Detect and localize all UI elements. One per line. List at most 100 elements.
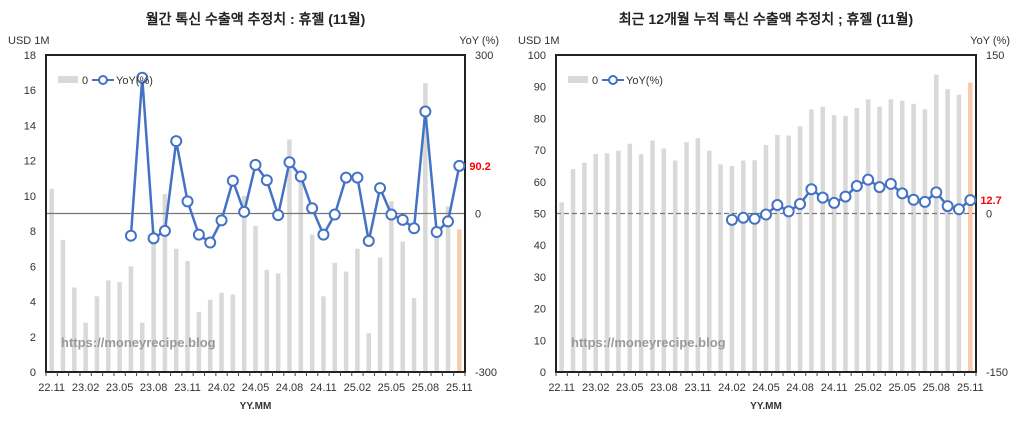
bar (275, 273, 281, 372)
right-tick-label: -300 (475, 367, 497, 379)
left-tick-label: 50 (534, 209, 546, 221)
yoy-marker (272, 209, 285, 222)
yoy-marker (158, 224, 171, 237)
left-tick-label: 20 (534, 304, 546, 316)
left-axis-label: USD 1M (8, 35, 50, 47)
left-tick-label: 10 (24, 191, 36, 203)
x-tick-label: 23.05 (616, 382, 644, 394)
bar (570, 169, 576, 372)
yoy-marker (873, 181, 886, 194)
bar (49, 188, 54, 372)
yoy-marker (748, 212, 761, 225)
bar (241, 195, 247, 372)
left-tick-label: 30 (534, 272, 546, 284)
yoy-marker (760, 208, 772, 221)
x-tick-label: 25.05 (378, 382, 406, 394)
bar (593, 153, 598, 372)
bar (695, 138, 701, 372)
x-tick-label: 24.11 (821, 382, 848, 394)
yoy-marker (862, 173, 875, 186)
bar (616, 150, 621, 372)
x-tick-label: 25.02 (344, 382, 372, 394)
left-tick-label: 8 (30, 226, 36, 238)
yoy-marker (896, 187, 909, 200)
bar (899, 100, 905, 372)
yoy-marker (294, 170, 307, 183)
x-tick-label: 23.08 (140, 382, 168, 394)
last-value-label: 12.7 (980, 195, 1001, 207)
bar (741, 160, 746, 372)
bar (434, 227, 439, 372)
bar (650, 140, 655, 372)
yoy-marker (328, 208, 341, 221)
left-tick-label: 80 (534, 113, 546, 125)
bar (661, 148, 667, 372)
bar (230, 294, 236, 372)
bar (332, 262, 338, 372)
right-tick-label: 0 (475, 209, 481, 221)
yoy-marker (964, 194, 977, 207)
left-tick-label: 14 (24, 120, 36, 132)
yoy-marker (340, 171, 353, 184)
bar (843, 115, 848, 372)
bar (94, 296, 100, 372)
bar (196, 312, 202, 372)
bar (83, 322, 88, 372)
legend-line-marker (608, 75, 618, 85)
bar (809, 109, 814, 373)
bar (151, 231, 156, 372)
yoy-marker (260, 174, 273, 187)
yoy-marker (147, 232, 160, 245)
yoy-marker (850, 180, 863, 193)
left-tick-label: 40 (534, 240, 546, 252)
chart-title: 월간 톡신 수출액 추정치 : 휴젤 (11월) (146, 11, 366, 27)
legend-bar-label: 0 (592, 75, 598, 87)
right-axis-label: YoY (%) (459, 35, 499, 47)
x-axis-label: YY.MM (240, 401, 272, 412)
right-tick-label: 0 (986, 209, 992, 221)
legend-line-label: YoY(%) (626, 75, 663, 87)
bar (672, 160, 678, 372)
x-tick-label: 25.08 (923, 382, 951, 394)
bar (638, 154, 644, 372)
x-axis-label: YY.MM (750, 401, 782, 412)
bar (820, 106, 826, 373)
bar (945, 89, 950, 373)
bar (865, 99, 871, 372)
left-tick-label: 12 (24, 156, 36, 168)
yoy-marker (930, 186, 943, 199)
bar (627, 143, 633, 372)
legend-bar-label: 0 (82, 75, 88, 87)
x-tick-label: 22.11 (38, 382, 65, 394)
bar (911, 103, 916, 373)
x-tick-label: 25.11 (446, 382, 473, 394)
left-tick-label: 16 (24, 85, 36, 97)
yoy-marker (816, 191, 829, 204)
bar (389, 201, 394, 372)
bar (877, 106, 882, 373)
yoy-marker (215, 214, 228, 227)
left-tick-label: 60 (534, 177, 546, 189)
bar (400, 241, 405, 372)
chart-title: 최근 12개월 누적 톡신 수출액 추정치 ; 휴젤 (11월) (619, 11, 913, 27)
bar (377, 257, 383, 372)
bar (775, 134, 780, 372)
yoy-marker (283, 156, 296, 169)
yoy-marker (952, 203, 965, 216)
x-tick-label: 23.11 (174, 382, 201, 394)
yoy-marker (204, 236, 217, 249)
bar (922, 109, 928, 372)
yoy-line (129, 77, 461, 245)
yoy-marker (181, 195, 194, 208)
yoy-marker (918, 195, 931, 208)
bar (253, 225, 258, 372)
bar (786, 135, 791, 372)
yoy-marker (170, 135, 183, 148)
bar (797, 126, 803, 372)
bar (173, 248, 179, 372)
bar (106, 280, 111, 372)
left-tick-label: 10 (534, 335, 546, 347)
right-axis-label: YoY (%) (970, 35, 1010, 47)
yoy-marker (136, 71, 149, 84)
bar (128, 266, 134, 372)
